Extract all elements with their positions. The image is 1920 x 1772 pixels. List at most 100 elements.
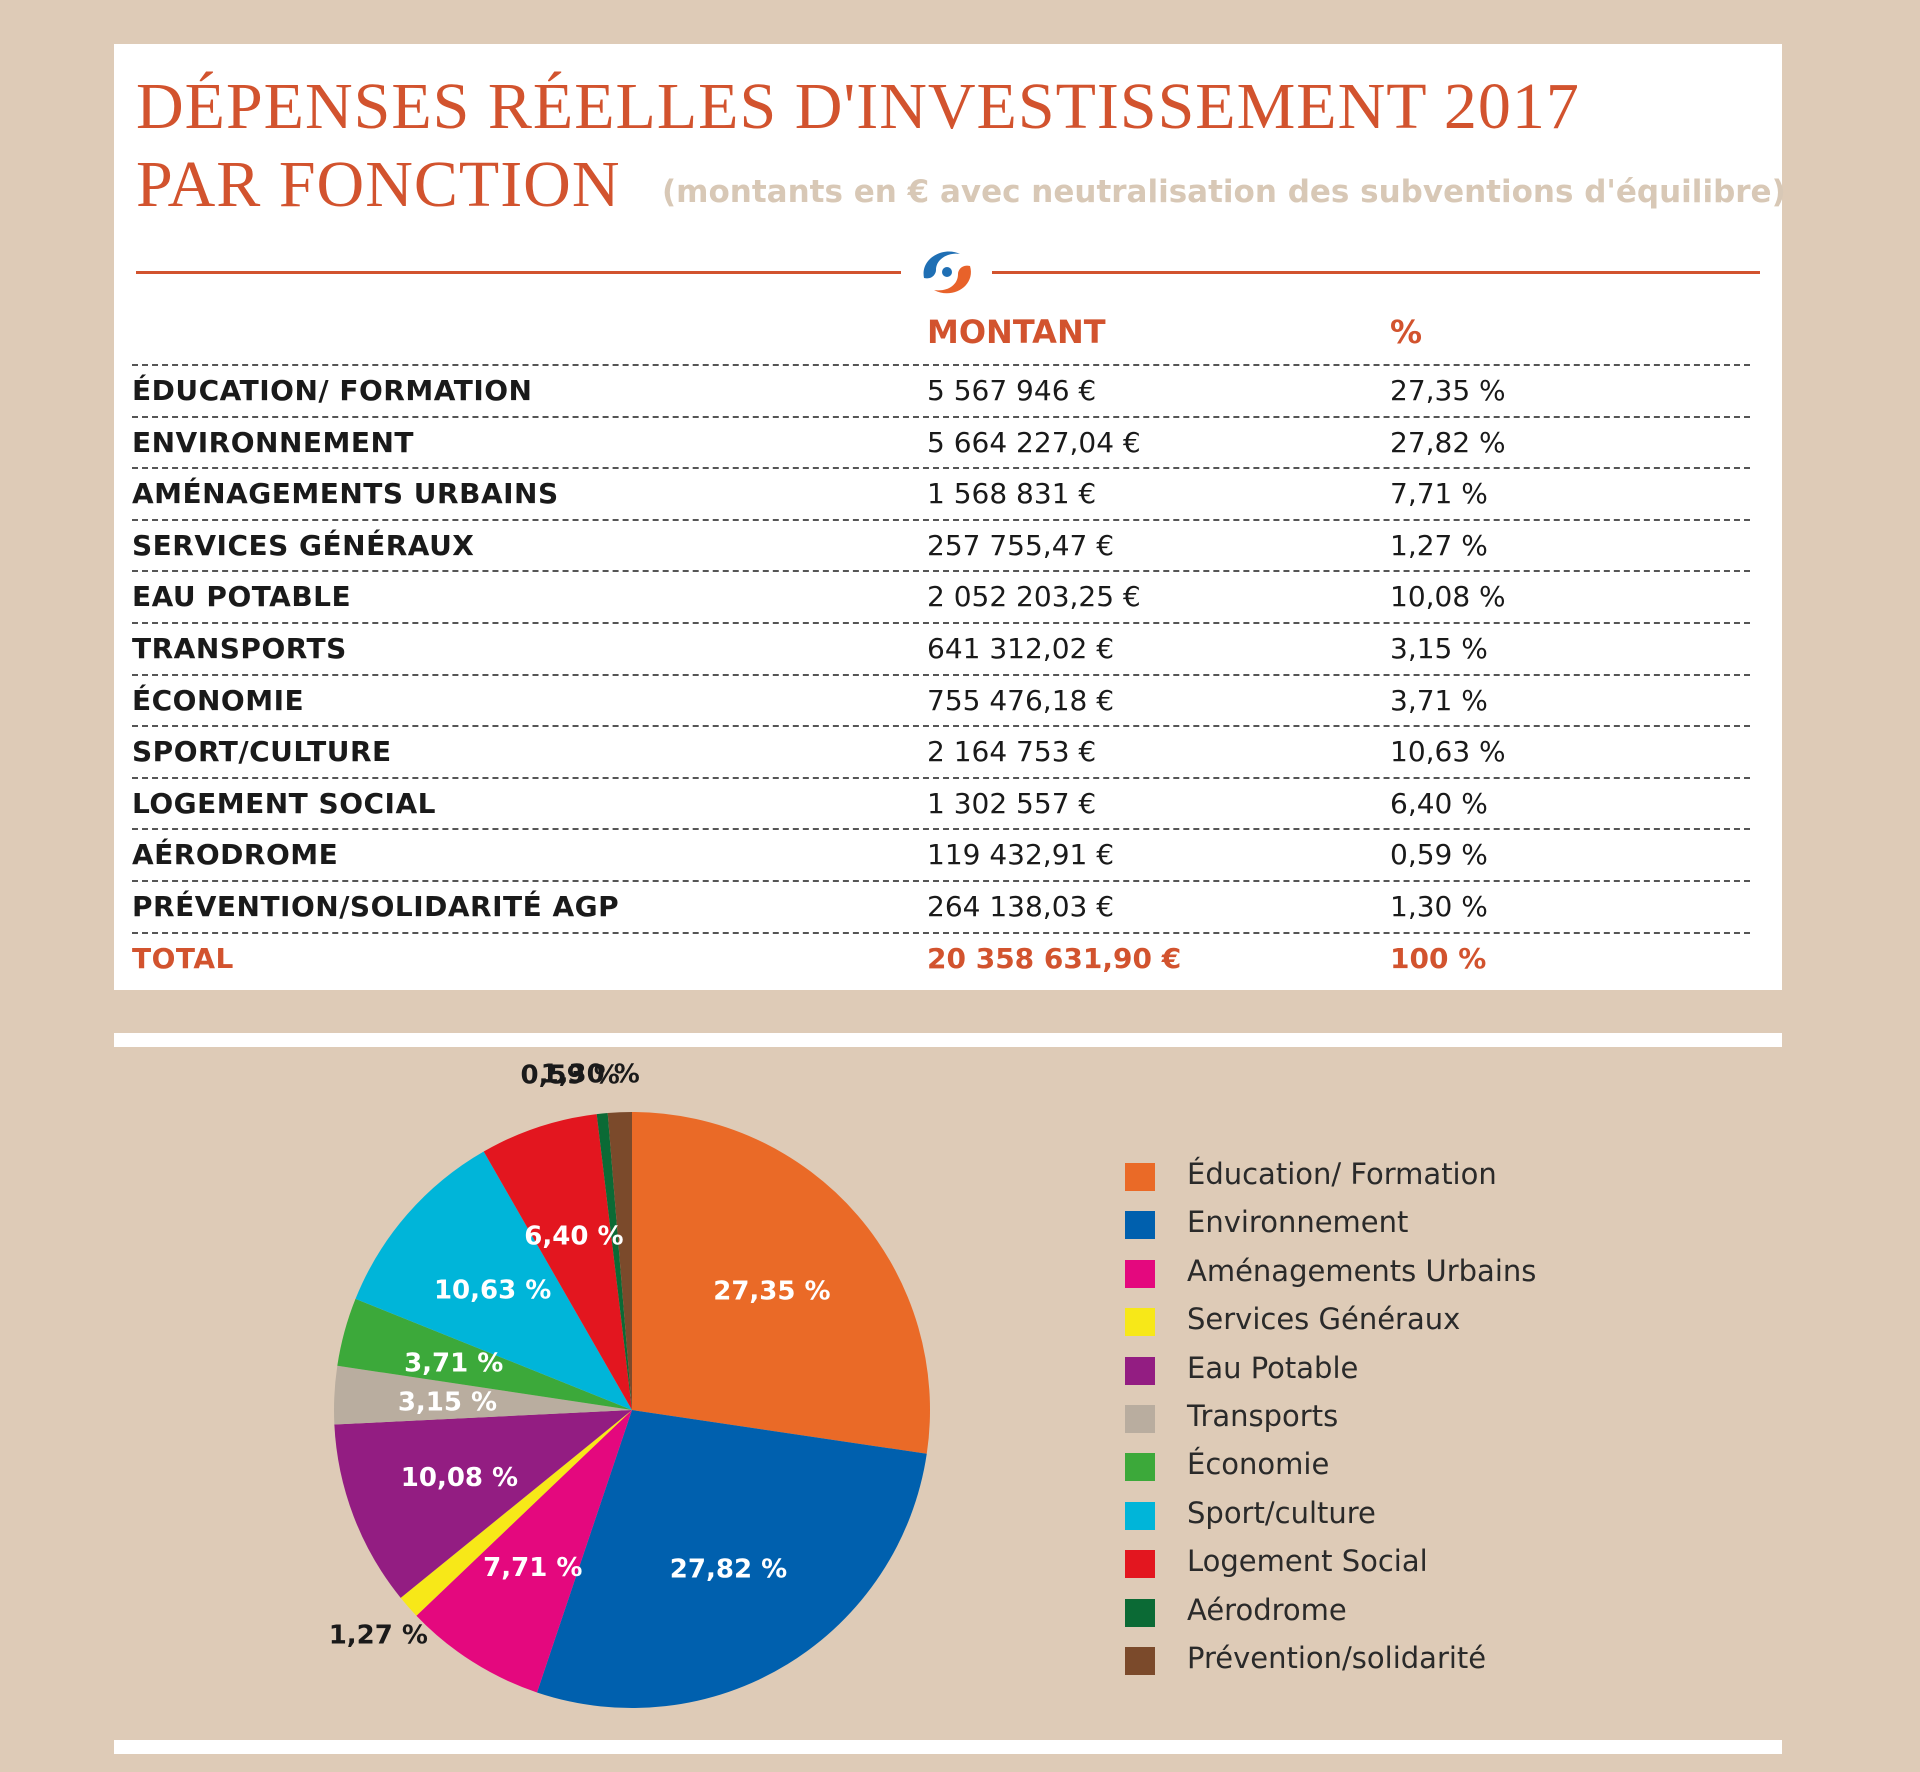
pie-slice xyxy=(483,1114,632,1410)
row-amount: 264 138,03 € xyxy=(927,890,1115,923)
table-total-row: TOTAL 20 358 631,90 € 100 % xyxy=(132,931,1750,985)
legend-label: Aménagements Urbains xyxy=(1187,1253,1537,1288)
table-row: PRÉVENTION/SOLIDARITÉ AGP 264 138,03 € 1,3… xyxy=(132,880,1750,933)
row-label: ÉDUCATION/ FORMATION xyxy=(132,374,533,407)
legend-item: Services Généraux xyxy=(1125,1300,1725,1348)
row-amount: 641 312,02 € xyxy=(927,632,1115,665)
row-percent: 0,59 % xyxy=(1390,838,1488,872)
table-row: SERVICES GÉNÉRAUX 257 755,47 € 1,27 % xyxy=(132,518,1750,572)
row-percent: 6,40 % xyxy=(1390,786,1488,820)
legend-swatch xyxy=(1125,1356,1155,1385)
row-amount: 1 302 557 € xyxy=(927,786,1097,820)
row-percent: 7,71 % xyxy=(1390,477,1488,511)
legend-swatch xyxy=(1125,1453,1155,1482)
row-label: ENVIRONNEMENT xyxy=(132,425,415,459)
pie-slice xyxy=(400,1410,632,1616)
legend-swatch xyxy=(1125,1308,1155,1337)
legend-label: Transports xyxy=(1187,1399,1339,1433)
row-percent: 3,15 % xyxy=(1390,632,1488,665)
row-label: LOGEMENT SOCIAL xyxy=(132,786,436,820)
legend-label: Prévention/solidarité xyxy=(1187,1641,1487,1675)
row-label: TOTAL xyxy=(132,941,234,975)
slice-label: 1,30 % xyxy=(541,1059,640,1089)
legend-swatch xyxy=(1125,1405,1155,1433)
row-label: EAU POTABLE xyxy=(132,580,352,614)
pie-slice xyxy=(416,1410,632,1693)
row-percent: 10,63 % xyxy=(1390,735,1506,769)
legend-item: Eau Potable xyxy=(1125,1349,1725,1397)
legend-swatch xyxy=(1125,1501,1155,1530)
row-amount: 257 755,47 € xyxy=(927,528,1115,562)
slice-label: 0,59 % xyxy=(521,1061,620,1091)
separator-band-top xyxy=(114,1033,1782,1047)
slice-label: 7,71 % xyxy=(483,1553,582,1583)
row-percent: 1,27 % xyxy=(1390,528,1488,562)
legend-label: Aérodrome xyxy=(1187,1592,1347,1627)
table-row: EAU POTABLE 2 052 203,25 € 10,08 % xyxy=(132,570,1750,623)
table-row: AMÉNAGEMENTS URBAINS 1 568 831 € 7,71 % xyxy=(132,467,1750,520)
table-row: ENVIRONNEMENT 5 664 227,04 € 27,82 % xyxy=(132,415,1750,469)
row-label: AÉRODROME xyxy=(132,838,339,872)
row-percent: 1,30 % xyxy=(1390,890,1488,923)
slice-label: 27,82 % xyxy=(670,1555,787,1585)
row-amount: 5 664 227,04 € xyxy=(927,425,1141,459)
legend-label: Sport/culture xyxy=(1187,1495,1376,1530)
row-amount: 1 568 831 € xyxy=(927,477,1097,511)
row-amount: 2 052 203,25 € xyxy=(927,580,1141,614)
legend-swatch xyxy=(1125,1163,1155,1191)
legend-label: Logement Social xyxy=(1187,1544,1428,1579)
pie-chart: 27,35 % 27,82 % 7,71 % 1,27 % 10,08 % 3,15 % 3… xyxy=(329,1059,930,1708)
table-row: SPORT/CULTURE 2 164 753 € 10,63 % xyxy=(132,725,1750,778)
pie-slice xyxy=(607,1112,632,1410)
row-percent: 10,08 % xyxy=(1390,580,1506,614)
row-amount: 5 567 946 € xyxy=(927,374,1097,407)
legend-label: Environnement xyxy=(1187,1205,1409,1240)
row-percent: 100 % xyxy=(1390,941,1487,975)
page-title: DÉPENSES RÉELLES D'INVESTISSEMENT 2017 P… xyxy=(136,68,1580,224)
row-label: AMÉNAGEMENTS URBAINS xyxy=(132,477,559,511)
table-row: TRANSPORTS 641 312,02 € 3,15 % xyxy=(132,622,1750,675)
row-amount: 2 164 753 € xyxy=(927,735,1097,769)
row-percent: 27,35 % xyxy=(1390,374,1506,407)
subtitle: (montants en € avec neutralisation des s… xyxy=(662,174,1786,210)
pie-slice xyxy=(333,1365,632,1425)
legend-item: Sport/culture xyxy=(1125,1494,1725,1542)
swirl-logo-icon xyxy=(923,251,971,294)
slice-label: 1,27 % xyxy=(329,1620,428,1650)
separator-band-bottom xyxy=(114,1740,1782,1754)
legend-label: Services Généraux xyxy=(1187,1302,1461,1337)
table-row: ÉCONOMIE 755 476,18 € 3,71 % xyxy=(132,673,1750,727)
title-line-1: DÉPENSES RÉELLES D'INVESTISSEMENT 2017 xyxy=(136,70,1580,143)
pie-slice xyxy=(334,1410,632,1598)
slice-label: 27,35 % xyxy=(713,1276,830,1306)
pie-slice xyxy=(355,1151,632,1410)
pie-slice xyxy=(596,1112,632,1410)
column-header-montant: MONTANT xyxy=(927,313,1106,351)
row-amount: 119 432,91 € xyxy=(927,838,1115,872)
row-amount: 20 358 631,90 € xyxy=(927,941,1182,975)
legend-item: Environnement xyxy=(1125,1203,1725,1251)
legend-item: Prévention/solidarité xyxy=(1125,1639,1725,1687)
table-row: LOGEMENT SOCIAL 1 302 557 € 6,40 % xyxy=(132,776,1750,830)
legend-label: Eau Potable xyxy=(1187,1350,1359,1385)
row-percent: 27,82 % xyxy=(1390,425,1506,459)
column-header-percent: % xyxy=(1390,313,1423,351)
divider-left xyxy=(136,271,901,274)
row-amount: 755 476,18 € xyxy=(927,683,1115,717)
legend-swatch xyxy=(1125,1211,1155,1240)
row-label: SPORT/CULTURE xyxy=(132,735,392,769)
pie-slice xyxy=(632,1112,930,1454)
slice-label: 10,08 % xyxy=(401,1463,518,1493)
row-label: ÉCONOMIE xyxy=(132,683,305,717)
legend-item: Aménagements Urbains xyxy=(1125,1252,1725,1300)
title-line-2: PAR FONCTION xyxy=(136,148,621,221)
slice-label: 3,71 % xyxy=(404,1349,503,1379)
legend-label: Éducation/ Formation xyxy=(1187,1157,1497,1191)
legend-item: Aérodrome xyxy=(1125,1591,1725,1639)
table-row: AÉRODROME 119 432,91 € 0,59 % xyxy=(132,828,1750,881)
legend-swatch xyxy=(1125,1598,1155,1627)
legend-swatch xyxy=(1125,1647,1155,1675)
pie-slice xyxy=(337,1298,632,1410)
slice-label: 10,63 % xyxy=(434,1276,551,1306)
row-percent: 3,71 % xyxy=(1390,683,1488,717)
